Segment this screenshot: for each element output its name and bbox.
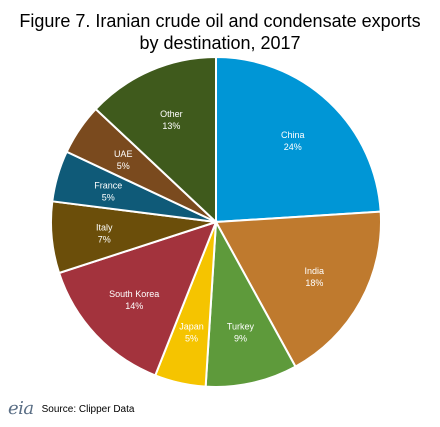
slice-percent-other: 13%: [162, 121, 180, 131]
chart-title: Figure 7. Iranian crude oil and condensa…: [0, 10, 440, 54]
slice-name-china: China: [281, 130, 305, 140]
slice-label-japan: Japan 5%: [179, 321, 204, 343]
slice-name-france: France: [94, 181, 122, 191]
slice-label-other: Other 13%: [160, 109, 183, 131]
slice-name-uae: UAE: [114, 149, 133, 159]
chart-footer: eia Source: Clipper Data: [8, 400, 134, 418]
slice-percent-italy: 7%: [98, 235, 111, 245]
slice-percent-japan: 5%: [185, 333, 198, 343]
slice-label-france: France 5%: [94, 181, 122, 203]
pie-slice-india: [214, 210, 382, 368]
slice-name-turkey: Turkey: [227, 321, 255, 331]
source-note: Source: Clipper Data: [41, 403, 135, 415]
slice-name-japan: Japan: [179, 321, 204, 331]
slice-label-italy: Italy 7%: [96, 223, 113, 245]
slice-label-uae: UAE 5%: [114, 149, 133, 171]
slice-label-turkey: Turkey 9%: [227, 321, 255, 343]
slice-percent-south-korea: 14%: [125, 301, 143, 311]
slice-label-china: China 24%: [281, 130, 305, 152]
slice-percent-china: 24%: [284, 142, 302, 152]
pie-slice-turkey: [204, 218, 297, 388]
slice-percent-india: 18%: [305, 278, 323, 288]
slice-name-other: Other: [160, 109, 183, 119]
slice-name-india: India: [305, 266, 325, 276]
eia-logo-icon: eia: [8, 398, 34, 419]
slice-label-south-korea: South Korea 14%: [109, 289, 159, 311]
pie-slice-other: [94, 55, 217, 225]
chart-title-line-2: by destination, 2017: [139, 33, 301, 53]
chart-title-line-1: Figure 7. Iranian crude oil and condensa…: [19, 11, 421, 31]
slice-name-south-korea: South Korea: [109, 289, 159, 299]
slice-name-italy: Italy: [96, 223, 113, 233]
slice-label-india: India 18%: [305, 266, 325, 288]
pie-slice-china: [215, 55, 382, 224]
slice-percent-france: 5%: [102, 193, 115, 203]
slice-percent-turkey: 9%: [234, 333, 247, 343]
slice-percent-uae: 5%: [117, 161, 130, 171]
